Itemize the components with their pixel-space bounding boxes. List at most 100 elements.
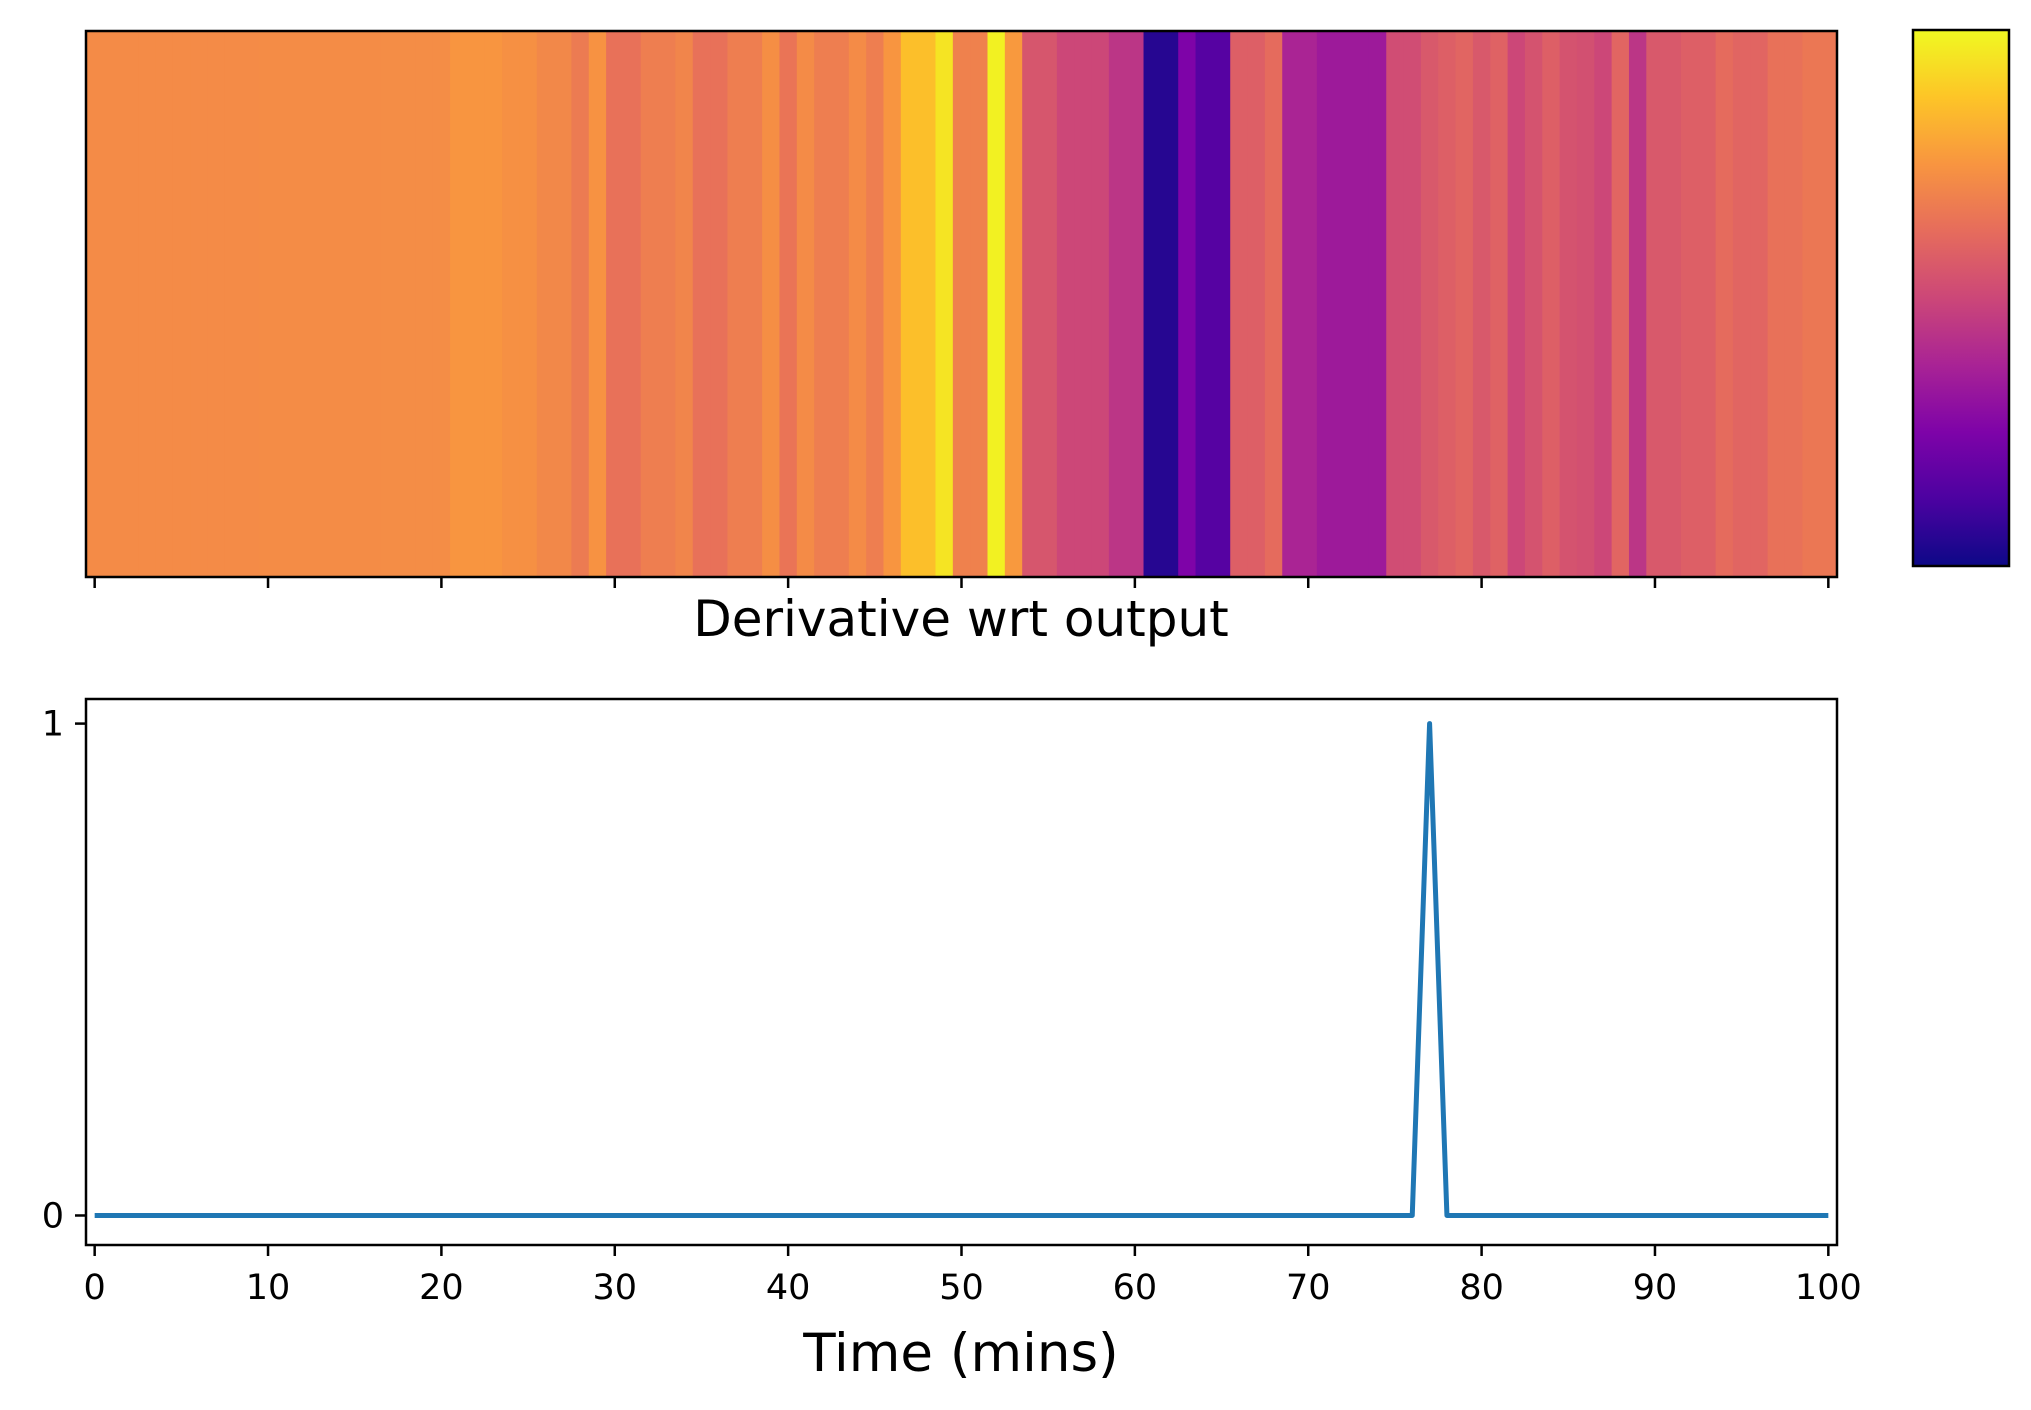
- heatmap-cell: [86, 31, 104, 577]
- heatmap-x-ticks: [93, 577, 1830, 588]
- heatmap-cell: [1264, 31, 1283, 577]
- heatmap-cell: [172, 31, 191, 577]
- heatmap-cell: [467, 31, 486, 577]
- x-tick-label: 90: [1633, 1268, 1678, 1308]
- heatmap-cell: [190, 31, 208, 577]
- heatmap-cell: [519, 31, 538, 577]
- heatmap-cell: [346, 31, 364, 577]
- x-tick-label: 60: [1113, 1268, 1158, 1308]
- heatmap-cell: [1126, 31, 1145, 577]
- heatmap-cell: [484, 31, 503, 577]
- heatmap-cell: [1750, 31, 1769, 577]
- heatmap-cell: [207, 31, 226, 577]
- heatmap-cell: [1230, 31, 1249, 577]
- y-tick-label: 0: [42, 1196, 64, 1236]
- heatmap-cell: [536, 31, 555, 577]
- heatmap-cell: [918, 31, 937, 577]
- heatmap-cell: [1767, 31, 1786, 577]
- x-tick-label: 20: [419, 1268, 464, 1308]
- heatmap-cell: [328, 31, 347, 577]
- heatmap-cell: [1680, 31, 1699, 577]
- heatmap-cell: [1438, 31, 1457, 577]
- heatmap-cell: [1056, 31, 1075, 577]
- line-chart-panel: 0 10 20 30 40 50 60 70 80 90 100 01: [42, 697, 1862, 1308]
- heatmap-cell: [883, 31, 902, 577]
- heatmap-cell: [1802, 31, 1821, 577]
- heatmap-cell: [952, 31, 971, 577]
- x-tick-label: 10: [246, 1268, 291, 1308]
- heatmap-cell: [588, 31, 607, 577]
- heatmap-cells: [86, 31, 1838, 577]
- heatmap-cell: [311, 31, 330, 577]
- heatmap-cell: [1576, 31, 1595, 577]
- heatmap-cell: [1524, 31, 1543, 577]
- heatmap-cell: [554, 31, 573, 577]
- heatmap-cell: [1160, 31, 1179, 577]
- heatmap-cell: [415, 31, 434, 577]
- x-axis-label: Time (mins): [802, 1323, 1118, 1384]
- heatmap-cell: [1403, 31, 1422, 577]
- heatmap-cell: [1455, 31, 1474, 577]
- heatmap-cell: [1299, 31, 1318, 577]
- heatmap-cell: [1663, 31, 1682, 577]
- heatmap-cell: [831, 31, 850, 577]
- heatmap-cell: [1611, 31, 1630, 577]
- heatmap-cell: [1143, 31, 1162, 577]
- heatmap-cell: [1715, 31, 1734, 577]
- heatmap-cell: [1022, 31, 1041, 577]
- colorbar: [1911, 28, 2011, 568]
- heatmap-cell: [640, 31, 659, 577]
- heatmap-cell: [294, 31, 312, 577]
- heatmap-cell: [120, 31, 139, 577]
- heatmap-cell: [987, 31, 1006, 577]
- heatmap-cell: [1420, 31, 1439, 577]
- heatmap-cell: [1195, 31, 1214, 577]
- heatmap-cell: [432, 31, 451, 577]
- heatmap-cell: [242, 31, 260, 577]
- heatmap-cell: [623, 31, 642, 577]
- heatmap-cell: [1732, 31, 1751, 577]
- line-y-ticks: 01: [42, 705, 86, 1236]
- heatmap-cell: [1490, 31, 1509, 577]
- heatmap-cell: [1316, 31, 1335, 577]
- heatmap-cell: [900, 31, 919, 577]
- line-chart-title: Derivative wrt output: [693, 590, 1229, 648]
- heatmap-cell: [727, 31, 746, 577]
- heatmap-cell: [380, 31, 399, 577]
- x-tick-label: 80: [1459, 1268, 1504, 1308]
- heatmap-cell: [1368, 31, 1387, 577]
- heatmap-cell: [1282, 31, 1301, 577]
- heatmap-cell: [1334, 31, 1353, 577]
- heatmap-cell: [1819, 31, 1838, 577]
- heatmap-cell: [1108, 31, 1127, 577]
- colorbar-gradient: [1911, 28, 2011, 568]
- heatmap-cell: [1507, 31, 1526, 577]
- heatmap-cell: [1386, 31, 1405, 577]
- y-tick-label: 1: [42, 705, 64, 745]
- series-line: [94, 721, 1829, 1218]
- x-tick-label: 50: [939, 1268, 984, 1308]
- x-tick-label: 70: [1286, 1268, 1331, 1308]
- heatmap-cell: [762, 31, 781, 577]
- heatmap-cell: [935, 31, 954, 577]
- heatmap-cell: [155, 31, 174, 577]
- heatmap-panel: [84, 29, 1839, 588]
- heatmap-cell: [1074, 31, 1093, 577]
- heatmap-cell: [1628, 31, 1647, 577]
- heatmap-cell: [848, 31, 867, 577]
- heatmap-cell: [502, 31, 521, 577]
- x-tick-label: 30: [592, 1268, 637, 1308]
- heatmap-cell: [571, 31, 590, 577]
- heatmap-cell: [276, 31, 295, 577]
- heatmap-cell: [224, 31, 243, 577]
- heatmap-cell: [814, 31, 833, 577]
- heatmap-cell: [796, 31, 815, 577]
- heatmap-cell: [259, 31, 278, 577]
- heatmap-cell: [1004, 31, 1023, 577]
- heatmap-cell: [1178, 31, 1197, 577]
- heatmap-cell: [1784, 31, 1803, 577]
- heatmap-cell: [779, 31, 798, 577]
- heatmap-cell: [398, 31, 416, 577]
- heatmap-cell: [1247, 31, 1266, 577]
